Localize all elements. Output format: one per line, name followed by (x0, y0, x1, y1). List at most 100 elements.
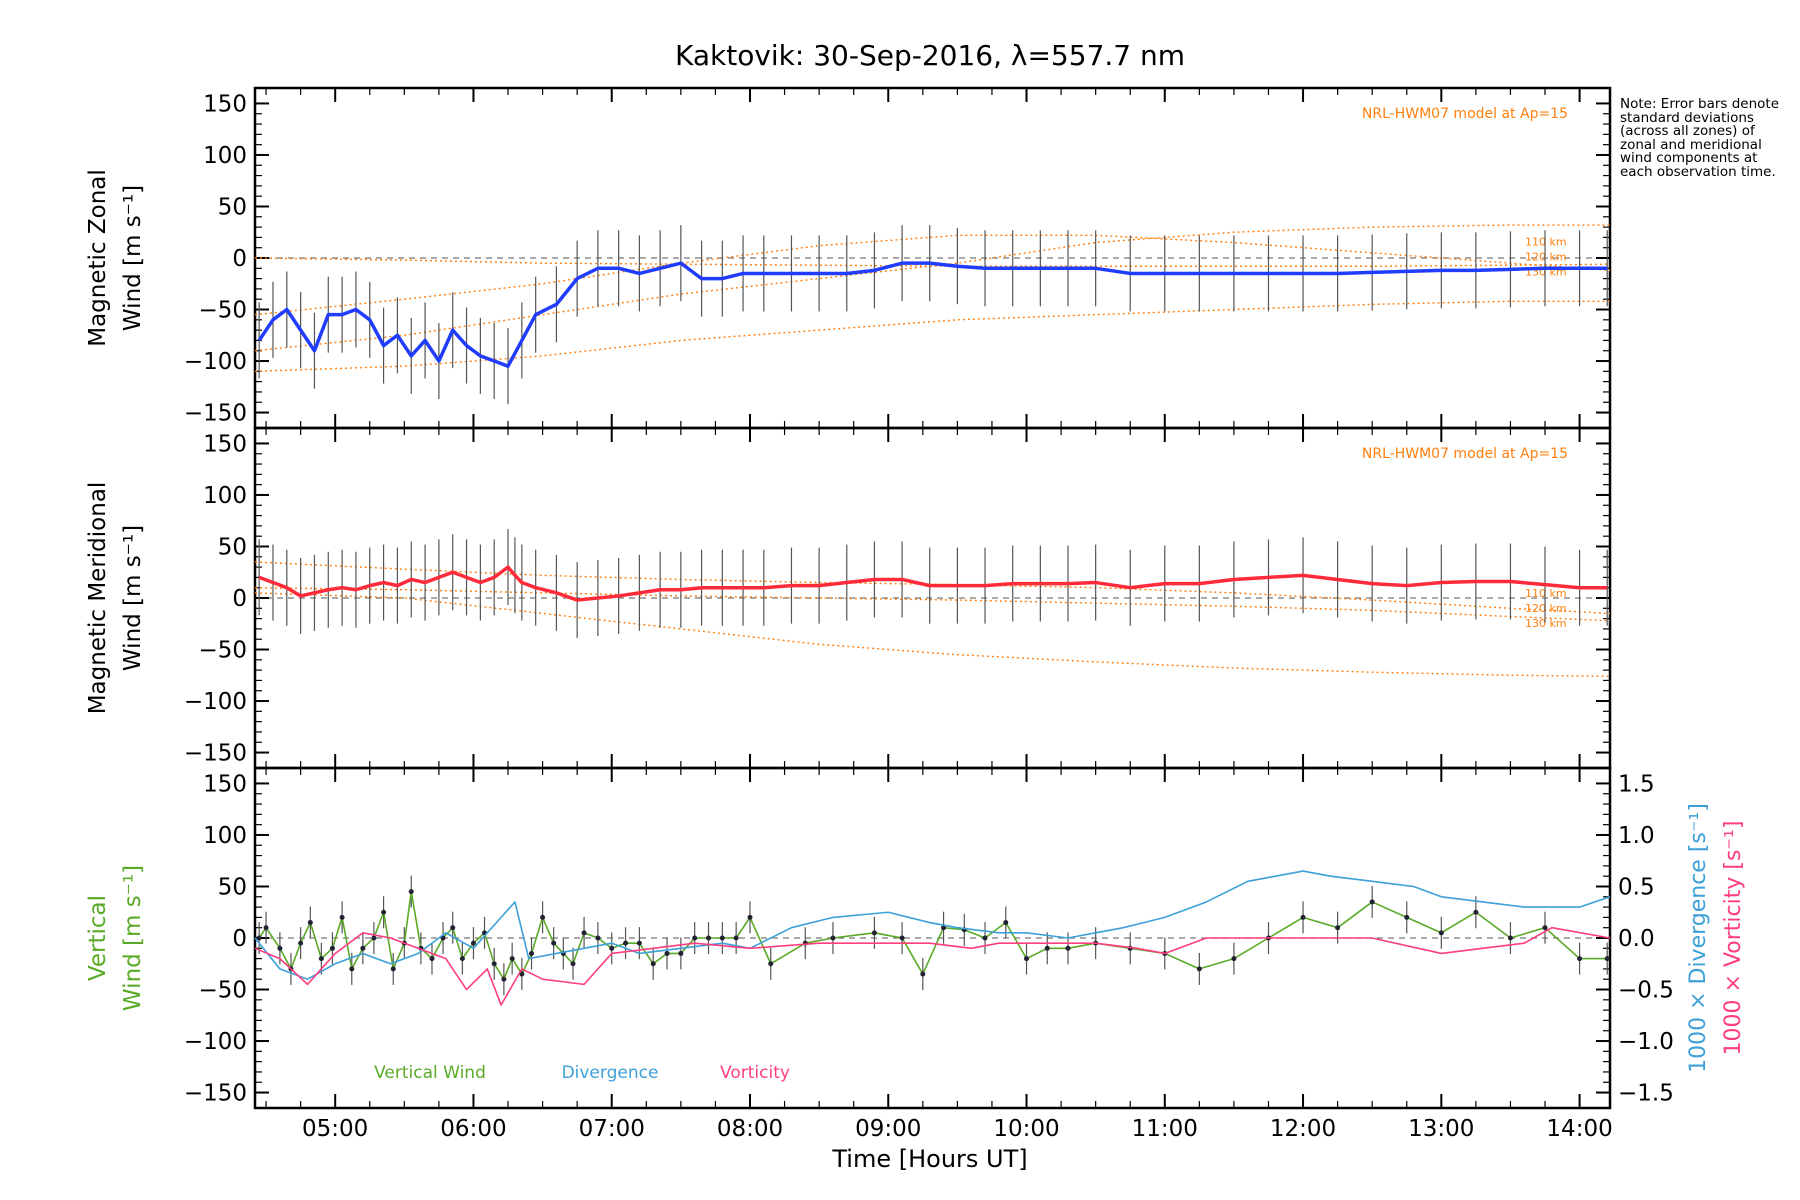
panel-2: 150 100 50 0 −50 −100 −150 Magnetic Meridional W… (85, 426, 1612, 770)
y-tick-label: −100 (184, 1029, 247, 1055)
series-line-2 (254, 926, 1611, 1006)
y-tick-label: 50 (218, 534, 247, 560)
y-tick-label: 100 (203, 143, 247, 169)
y-tick-label: 150 (203, 91, 247, 117)
data-point (540, 914, 546, 920)
data-point (1231, 956, 1237, 962)
y-axis-label: Magnetic Meridional (85, 482, 111, 715)
y-axis-label: Vertical (85, 895, 111, 981)
model-label: NRL-HWM07 model at Ap=15 (1362, 446, 1568, 462)
data-point (899, 935, 905, 941)
data-point (1404, 914, 1410, 920)
legend-entry: Divergence (562, 1063, 659, 1083)
chart-title: Kaktovik: 30-Sep-2016, λ=557.7 nm (675, 39, 1185, 72)
right-tick-label: −1.0 (1618, 1029, 1674, 1055)
x-tick-label: 14:00 (1546, 1116, 1612, 1142)
data-point (830, 935, 836, 941)
y-tick-label: 100 (203, 823, 247, 849)
altitude-label: 110 km (1525, 236, 1567, 249)
data-point (1196, 966, 1202, 972)
data-point (650, 961, 656, 967)
data-point (329, 945, 335, 951)
y-tick-label: −100 (184, 689, 247, 715)
data-point (692, 935, 698, 941)
data-point (581, 930, 587, 936)
data-point (1369, 899, 1375, 905)
y-tick-label: 0 (232, 246, 247, 272)
data-point (349, 966, 355, 972)
data-point (678, 950, 684, 956)
data-point (747, 914, 753, 920)
data-point (1577, 956, 1583, 962)
data-point (1300, 914, 1306, 920)
data-point (623, 940, 629, 946)
data-point (339, 914, 345, 920)
data-point (298, 940, 304, 946)
model-curve (254, 561, 1611, 615)
data-point (277, 945, 283, 951)
y-tick-label: −50 (198, 638, 247, 664)
data-point (501, 976, 507, 982)
data-point (1507, 935, 1513, 941)
y-tick-label: 150 (203, 431, 247, 457)
right-tick-label: 0.0 (1618, 926, 1655, 952)
data-point (871, 930, 877, 936)
data-point (733, 935, 739, 941)
data-point (1542, 925, 1548, 931)
data-point (1065, 945, 1071, 951)
data-point (470, 940, 476, 946)
data-point (307, 920, 313, 926)
data-point (1335, 925, 1341, 931)
x-tick-label: 11:00 (1132, 1116, 1198, 1142)
data-point (408, 889, 414, 895)
legend-entry: Vertical Wind (374, 1063, 486, 1083)
altitude-label: 110 km (1525, 587, 1567, 600)
x-tick-label: 10:00 (993, 1116, 1059, 1142)
data-point (1024, 956, 1030, 962)
y-tick-label: −50 (198, 978, 247, 1004)
y-axis-label: Magnetic Zonal (85, 169, 111, 347)
right-axis-label-divergence: 1000 × Divergence [s⁻¹] (1686, 803, 1711, 1073)
y-axis-unit-label: Wind [m s⁻¹] (120, 185, 146, 331)
right-tick-label: −1.5 (1618, 1081, 1674, 1107)
y-tick-label: −150 (184, 401, 247, 427)
data-point (941, 925, 947, 931)
altitude-label: 120 km (1525, 602, 1567, 615)
data-point (1003, 920, 1009, 926)
error-bar-note: Note: Error bars denote standard deviati… (1620, 96, 1780, 180)
x-tick-label: 13:00 (1408, 1116, 1474, 1142)
x-tick-label: 12:00 (1270, 1116, 1336, 1142)
series-line-0 (257, 261, 1608, 368)
x-tick-label: 08:00 (717, 1116, 783, 1142)
x-tick-label: 09:00 (855, 1116, 921, 1142)
y-axis-unit-label: Wind [m s⁻¹] (120, 865, 146, 1011)
model-curve (254, 592, 1611, 678)
data-point (920, 971, 926, 977)
data-point (519, 971, 525, 977)
y-tick-label: 0 (232, 926, 247, 952)
panel-3: 150 100 50 0 −50 −100 −150 Vertical Wind [m s⁻¹]… (85, 766, 1746, 1110)
y-tick-label: −100 (184, 349, 247, 375)
data-point (982, 935, 988, 941)
data-point (551, 940, 557, 946)
data-point (459, 956, 465, 962)
model-curve (254, 257, 1611, 267)
y-tick-label: 50 (218, 194, 247, 220)
data-point (1438, 930, 1444, 936)
data-point (719, 935, 725, 941)
panel-1: 150 100 50 0 −50 −100 −150 Magnetic Zonal Wind [… (85, 86, 1612, 430)
model-curve (254, 224, 1610, 352)
altitude-label: 120 km (1525, 251, 1567, 264)
x-tick-label: 06:00 (440, 1116, 506, 1142)
y-tick-label: 150 (203, 771, 247, 797)
data-point (509, 956, 515, 962)
right-axis-label-vorticity: 1000 × Vorticity [s⁻¹] (1721, 821, 1746, 1056)
data-point (636, 940, 642, 946)
data-point (595, 935, 601, 941)
data-point (371, 935, 377, 941)
y-tick-label: −50 (198, 298, 247, 324)
model-label: NRL-HWM07 model at Ap=15 (1362, 106, 1568, 122)
data-point (664, 950, 670, 956)
series-line-1 (254, 870, 1611, 981)
